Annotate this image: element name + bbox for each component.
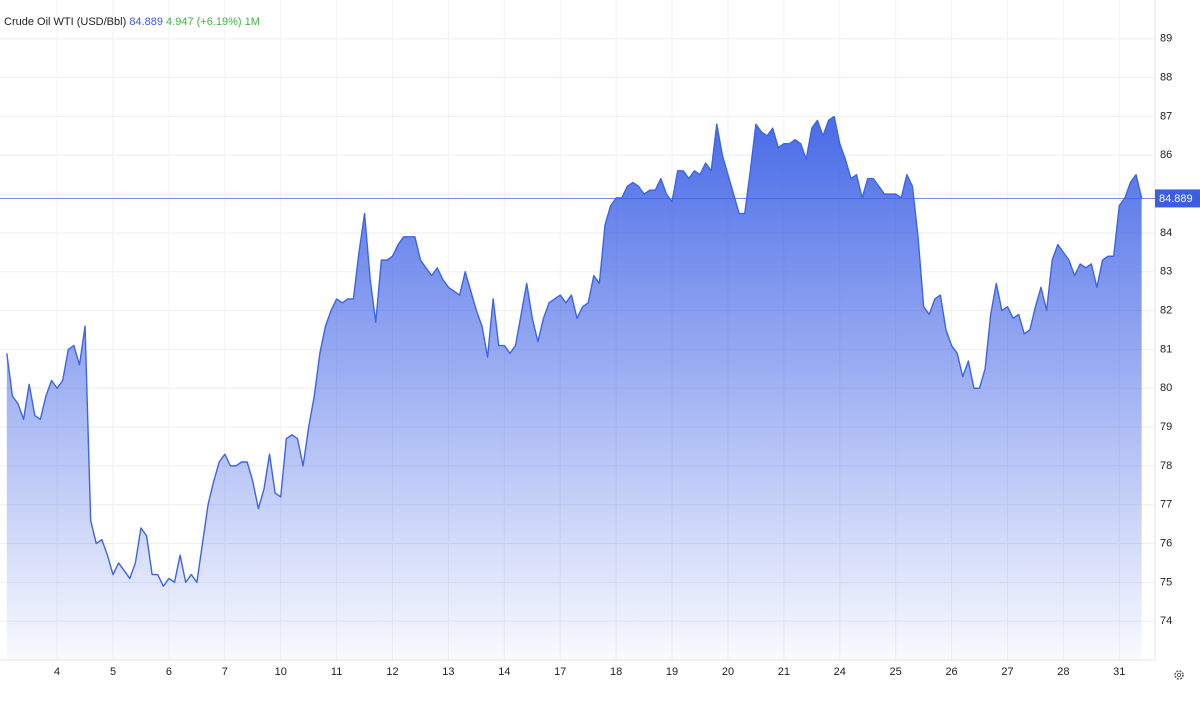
x-tick-label: 11 bbox=[331, 666, 342, 678]
x-tick-label: 31 bbox=[1113, 666, 1125, 678]
settings-icon[interactable] bbox=[1174, 670, 1184, 680]
gear-center[interactable] bbox=[1176, 672, 1182, 678]
y-tick-label: 88 bbox=[1160, 72, 1172, 84]
price: 84.889 bbox=[129, 16, 163, 28]
x-tick-label: 17 bbox=[554, 666, 566, 678]
y-tick-label: 76 bbox=[1160, 537, 1172, 549]
x-tick-label: 28 bbox=[1057, 666, 1069, 678]
x-tick-label: 14 bbox=[498, 666, 510, 678]
y-tick-label: 80 bbox=[1160, 382, 1172, 394]
y-tick-label: 83 bbox=[1160, 266, 1172, 278]
y-tick-label: 84 bbox=[1160, 227, 1172, 239]
y-tick-label: 77 bbox=[1160, 499, 1172, 511]
line bbox=[6, 115, 1143, 587]
x-tick-label: 18 bbox=[610, 666, 622, 678]
area bbox=[6, 116, 1142, 661]
y-tick-label: 79 bbox=[1160, 421, 1172, 433]
plot bbox=[6, 115, 1143, 661]
price-tag-label: 84.889 bbox=[1159, 193, 1193, 205]
x-tick-label: 26 bbox=[945, 666, 957, 678]
gear[interactable] bbox=[1174, 670, 1184, 680]
x-tick-label: 19 bbox=[666, 666, 678, 678]
x-tick-label: 13 bbox=[442, 666, 454, 678]
x-tick-label: 4 bbox=[54, 666, 60, 678]
change: 4.947 bbox=[166, 16, 194, 28]
x-tick-label: 6 bbox=[166, 666, 172, 678]
y-tick-label: 87 bbox=[1160, 110, 1172, 122]
x-tick-label: 20 bbox=[722, 666, 734, 678]
y-tick-label: 74 bbox=[1160, 615, 1172, 627]
y-tick-label: 75 bbox=[1160, 576, 1172, 588]
period: 1M bbox=[245, 16, 260, 28]
y-tick-label: 89 bbox=[1160, 33, 1172, 45]
y-tick-label: 78 bbox=[1160, 460, 1172, 472]
header: Crude Oil WTI (USD/Bbl) 84.889 4.947 (+6… bbox=[4, 16, 260, 28]
x-tick-label: 10 bbox=[275, 666, 287, 678]
y-tick-label: 82 bbox=[1160, 304, 1172, 316]
x-tick-label: 5 bbox=[110, 666, 116, 678]
x-tick-label: 21 bbox=[778, 666, 790, 678]
x-tick-label: 12 bbox=[386, 666, 398, 678]
x-tick-label: 7 bbox=[222, 666, 228, 678]
x-tick-label: 24 bbox=[834, 666, 846, 678]
change-pct: (+6.19%) bbox=[197, 16, 242, 28]
price-tag bbox=[1155, 189, 1200, 208]
chart-title: Crude Oil WTI (USD/Bbl) bbox=[4, 16, 126, 28]
y-tick-label: 81 bbox=[1160, 343, 1172, 355]
x-tick-label: 25 bbox=[890, 666, 902, 678]
x-tick-label: 27 bbox=[1001, 666, 1013, 678]
y-tick-label: 86 bbox=[1160, 149, 1172, 161]
